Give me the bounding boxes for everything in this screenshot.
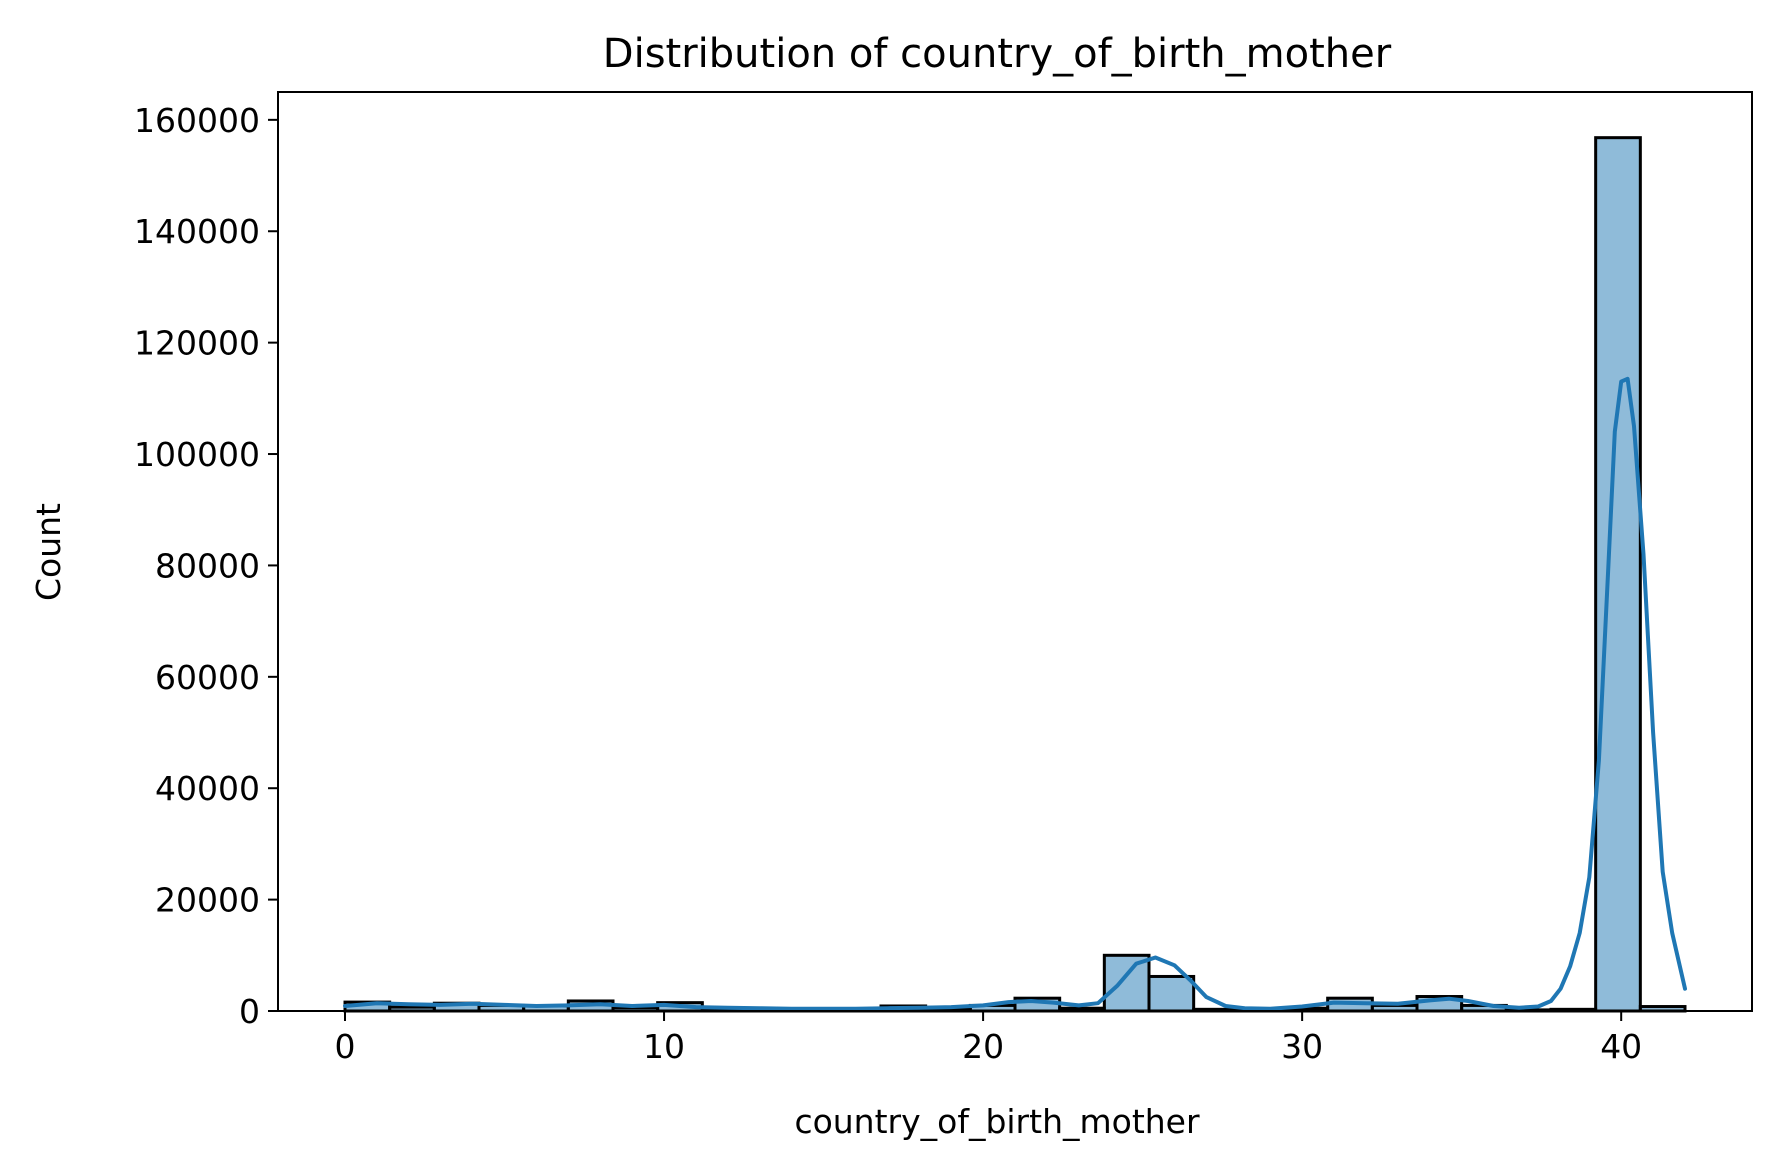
y-tick-label: 0 [239,992,260,1031]
y-tick-label: 20000 [155,881,260,920]
x-tick-label: 30 [1281,1027,1323,1066]
y-tick-label: 60000 [155,658,260,697]
x-tick-label: 20 [962,1027,1004,1066]
y-tick-label: 80000 [155,546,260,585]
y-tick-label: 160000 [134,101,260,140]
y-tick-label: 100000 [134,435,260,474]
chart-title: Distribution of country_of_birth_mother [603,31,1392,77]
x-tick-label: 10 [643,1027,685,1066]
y-axis-label: Count [29,503,68,601]
x-tick-label: 40 [1600,1027,1642,1066]
y-tick-label: 140000 [134,212,260,251]
y-tick-label: 120000 [134,324,260,363]
histogram-bar [1102,953,1151,1013]
x-axis-label: country_of_birth_mother [794,1102,1200,1141]
plot-frame [277,91,1753,1012]
x-tick-label: 0 [335,1027,356,1066]
y-tick-label: 40000 [155,769,260,808]
histogram-bar [1147,974,1196,1013]
kde-curve [343,376,1687,1011]
histogram-bars [343,136,1687,1013]
x-axis-ticks: 0 10 20 30 40 [335,1011,1642,1066]
histogram-bar [1594,136,1642,1013]
y-axis-ticks: 0 20000 40000 60000 80000 100000 120000 140000 1… [134,101,278,1031]
